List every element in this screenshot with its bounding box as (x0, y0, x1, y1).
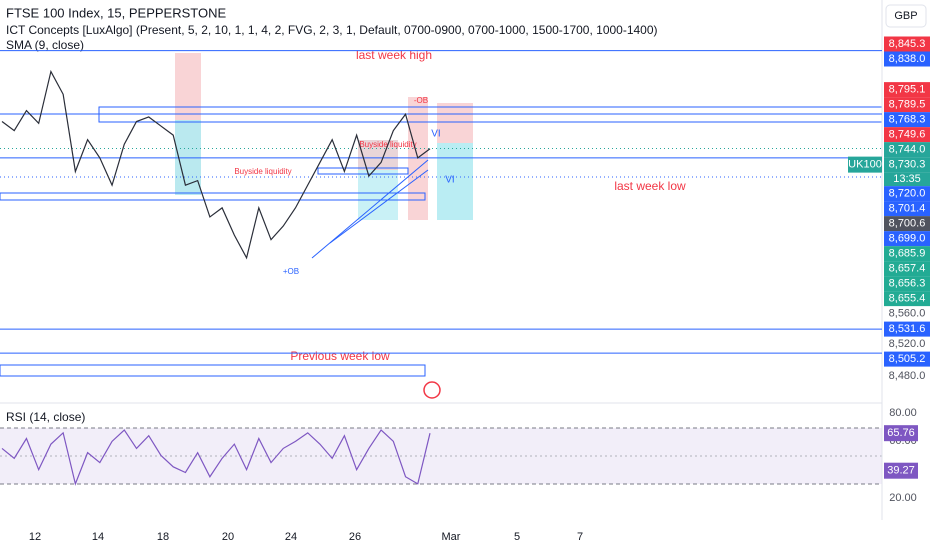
symbol-badge-box (848, 156, 882, 173)
price-label-box (884, 276, 930, 292)
symbol-badge: UK100 (848, 159, 882, 171)
price-label-box (884, 246, 930, 262)
box (0, 192, 426, 201)
x-tick-label: Mar (442, 531, 461, 543)
price-label: 8,505.2 (889, 353, 926, 365)
price-label: 8,656.3 (889, 278, 926, 290)
indicator-label: SMA (9, close) (6, 38, 84, 52)
price-label: 8,700.6 (889, 218, 926, 230)
rsi-label: 65.76 (887, 427, 915, 439)
price-label-box (884, 97, 930, 113)
price-label: 8,657.4 (889, 263, 926, 275)
price-label-box (884, 142, 930, 158)
price-label-box (884, 201, 930, 217)
rsi-tick-label: 80.00 (889, 407, 917, 419)
ob-zone (408, 97, 428, 220)
price-label-box (884, 36, 930, 52)
price-label-box (884, 261, 930, 277)
alert-icon[interactable] (423, 381, 441, 399)
price-label: 8,685.9 (889, 248, 926, 260)
x-tick-label: 14 (92, 531, 104, 543)
price-label: 8,730.3 (889, 159, 926, 171)
price-line (1, 69, 431, 260)
annotation: +OB (283, 267, 299, 276)
price-label: 8,480.0 (889, 370, 926, 382)
ob-zone (437, 103, 473, 143)
box (0, 364, 426, 377)
currency-button[interactable] (885, 4, 927, 28)
price-label-box (884, 186, 930, 202)
price-label: 8,520.0 (889, 338, 926, 350)
rsi-line (1, 429, 431, 486)
price-label-box (884, 112, 930, 128)
annotation: last week high (356, 48, 432, 62)
annotation: VI (431, 129, 440, 140)
price-label-box (884, 127, 930, 143)
countdown: 13:35 (893, 173, 921, 185)
price-label: 8,701.4 (889, 203, 926, 215)
trend-line (329, 169, 429, 244)
price-label-box (884, 216, 930, 232)
box (317, 167, 409, 175)
rsi-label: 39.27 (887, 465, 915, 477)
price-label: 8,838.0 (889, 53, 926, 65)
indicator-label: ICT Concepts [LuxAlgo] (Present, 5, 2, 1… (6, 23, 658, 37)
price-label-box (884, 231, 930, 247)
price-label-box (884, 82, 930, 98)
price-label: 8,749.6 (889, 129, 926, 141)
price-label: 8,531.6 (889, 323, 926, 335)
rsi-label-box (884, 462, 918, 479)
price-label: 8,795.1 (889, 84, 926, 96)
price-label: 8,560.0 (889, 308, 926, 320)
rsi-title: RSI (14, close) (6, 410, 85, 424)
rsi-tick-label: 20.00 (889, 492, 917, 504)
annotation: -OB (414, 96, 428, 105)
x-tick-label: 5 (514, 531, 520, 543)
price-label-box (884, 321, 930, 337)
x-tick-label: 26 (349, 531, 361, 543)
x-tick-label: 12 (29, 531, 41, 543)
fvg-zone (437, 143, 473, 220)
price-label: 8,699.0 (889, 233, 926, 245)
currency[interactable]: GBP (894, 10, 917, 22)
annotation: Previous week low (290, 349, 390, 363)
price-label-box (884, 351, 930, 367)
price-label: 8,845.3 (889, 38, 926, 50)
price-label-box (884, 157, 930, 173)
price-label: 8,655.4 (889, 293, 926, 305)
x-tick-label: 18 (157, 531, 169, 543)
annotation: VI (445, 175, 454, 186)
price-label: 8,768.3 (889, 114, 926, 126)
rsi-label-box (884, 425, 918, 442)
x-tick-label: 24 (285, 531, 297, 543)
annotation: last week low (614, 179, 686, 193)
price-label: 8,744.0 (889, 144, 926, 156)
price-label: 8,789.5 (889, 99, 926, 111)
countdown-box (884, 172, 930, 187)
price-label-box (884, 51, 930, 67)
x-tick-label: 20 (222, 531, 234, 543)
annotation: Buyside liquidity (234, 167, 291, 176)
symbol-title: FTSE 100 Index, 15, PEPPERSTONE (6, 5, 226, 20)
price-label-box (884, 291, 930, 307)
x-tick-label: 7 (577, 531, 583, 543)
price-label: 8,720.0 (889, 188, 926, 200)
